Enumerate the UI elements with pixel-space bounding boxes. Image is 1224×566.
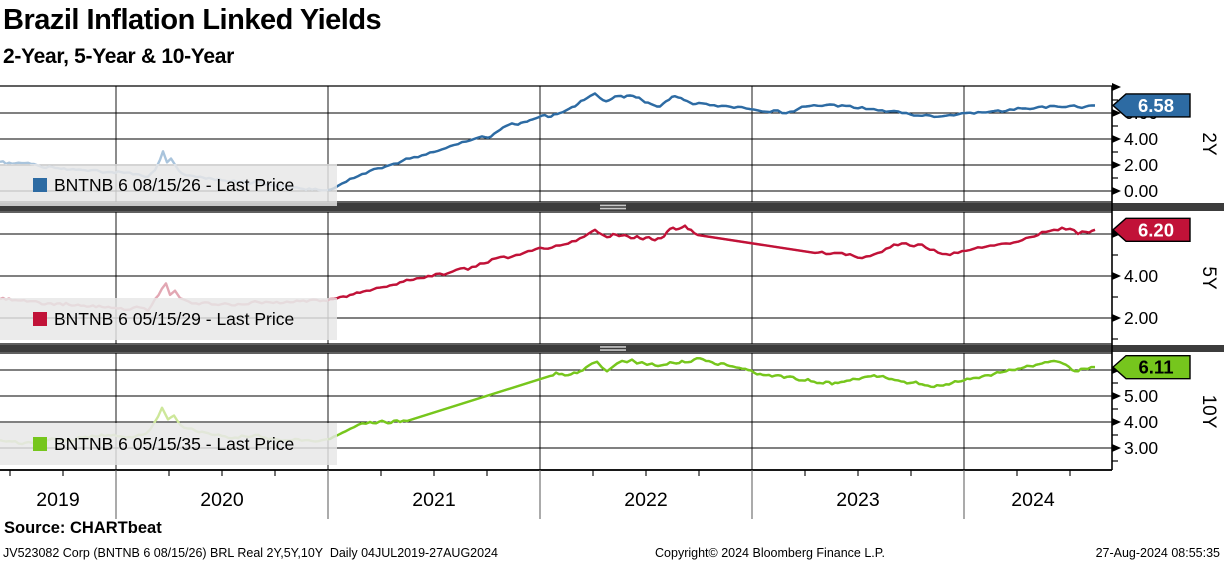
y-tick-arrow xyxy=(1112,272,1121,280)
x-year-label: 2021 xyxy=(412,489,455,511)
last-price-value-5y: 6.20 xyxy=(1138,219,1174,240)
y-tick-label: 2.00 xyxy=(1124,308,1158,328)
x-year-label: 2020 xyxy=(200,489,244,511)
y-tick-arrow xyxy=(1112,135,1121,143)
legend-label-2y: BNTNB 6 08/15/26 - Last Price xyxy=(54,174,295,195)
y-tick-label: 2.00 xyxy=(1124,155,1158,175)
legend-swatch-5y xyxy=(33,312,47,326)
last-price-tag-2y xyxy=(1111,93,1191,118)
panel-splitter-2[interactable] xyxy=(0,345,1224,352)
source-line: Source: CHARTbeat xyxy=(4,519,162,537)
series-line-5y xyxy=(328,224,1096,302)
y-tick-label: 3.00 xyxy=(1124,438,1158,458)
axis-title-2y: 2Y xyxy=(1198,132,1219,156)
splitter-bar xyxy=(0,345,1224,352)
legend-label-10y: BNTNB 6 05/15/35 - Last Price xyxy=(54,433,295,454)
last-price-value-10y: 6.11 xyxy=(1139,357,1174,378)
x-year-label: 2019 xyxy=(36,489,79,511)
page-subtitle: 2-Year, 5-Year & 10-Year xyxy=(3,45,234,68)
panel-splitter-1[interactable] xyxy=(0,203,1224,211)
legend-2y[interactable]: BNTNB 6 08/15/26 - Last Price xyxy=(0,164,337,206)
y-tick-arrow xyxy=(1112,230,1121,238)
x-year-label: 2024 xyxy=(1011,489,1055,511)
y-tick-label: 0.00 xyxy=(1124,181,1158,201)
axis-title-10y: 10Y xyxy=(1198,395,1219,429)
footer-timestamp: 27-Aug-2024 08:55:35 xyxy=(1095,546,1220,560)
x-year-label: 2023 xyxy=(836,489,879,511)
y-tick-label: 5.00 xyxy=(1124,386,1158,406)
y-tick-label: 4.00 xyxy=(1124,129,1158,149)
page-title: Brazil Inflation Linked Yields xyxy=(3,4,382,36)
axis-title-5y: 5Y xyxy=(1198,266,1219,290)
y-tick-label: 4.00 xyxy=(1124,412,1158,432)
y-tick-arrow xyxy=(1112,392,1121,400)
y-tick-arrow xyxy=(1112,83,1121,91)
y-tick-arrow xyxy=(1112,109,1121,117)
footer-security-info: JV523082 Corp (BNTNB 6 08/15/26) BRL Rea… xyxy=(3,546,498,560)
footer-copyright: Copyright© 2024 Bloomberg Finance L.P. xyxy=(655,546,885,560)
legend-swatch-2y xyxy=(33,178,47,192)
legend-label-5y: BNTNB 6 05/15/29 - Last Price xyxy=(54,308,295,329)
y-tick-arrow xyxy=(1112,444,1121,452)
legend-swatch-10y xyxy=(33,437,47,451)
series-line-2y xyxy=(328,92,1096,192)
legend-10y[interactable]: BNTNB 6 05/15/35 - Last Price xyxy=(0,423,337,465)
y-tick-arrow xyxy=(1112,187,1121,195)
x-year-label: 2022 xyxy=(624,489,667,511)
series-line-10y xyxy=(328,357,1095,441)
last-price-tag-10y xyxy=(1111,354,1191,380)
last-price-tag-5y xyxy=(1111,217,1191,242)
legend-5y[interactable]: BNTNB 6 05/15/29 - Last Price xyxy=(0,298,337,340)
y-tick-arrow xyxy=(1112,418,1121,426)
splitter-bar xyxy=(0,203,1224,211)
y-tick-label: 4.00 xyxy=(1124,266,1158,286)
y-tick-arrow xyxy=(1112,314,1121,322)
y-tick-arrow xyxy=(1112,161,1121,169)
last-price-value-2y: 6.58 xyxy=(1138,95,1174,116)
